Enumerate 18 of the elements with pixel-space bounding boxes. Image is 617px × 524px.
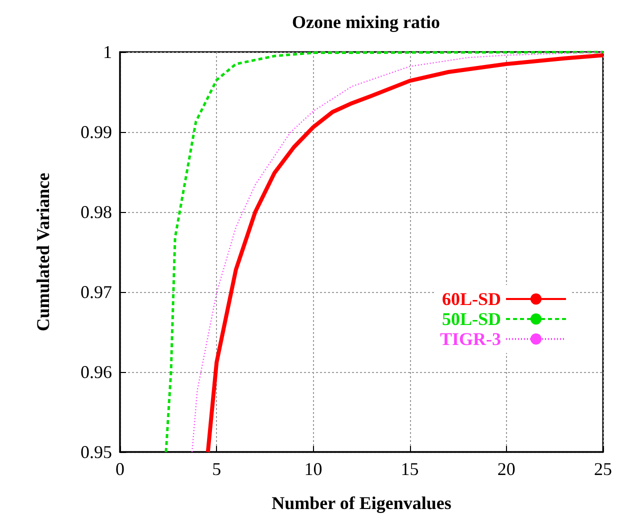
x-tick-label: 0: [116, 459, 124, 479]
x-tick-label: 25: [594, 459, 612, 479]
x-axis-title: Number of Eigenvalues: [272, 493, 452, 513]
y-tick-label: 0.97: [80, 282, 112, 302]
legend-label: TIGR-3: [440, 329, 501, 349]
x-tick-label: 5: [212, 459, 222, 479]
y-tick-label: 0.99: [80, 122, 112, 142]
y-tick-label: 0.96: [80, 362, 112, 382]
legend-label: 50L-SD: [442, 309, 501, 329]
x-tick-label: 20: [497, 459, 516, 479]
y-tick-label: 1: [103, 42, 112, 62]
y-tick-label: 0.95: [80, 442, 112, 462]
x-tick-label: 15: [400, 459, 419, 479]
x-tick-label: 10: [304, 459, 322, 479]
y-tick-label: 0.98: [80, 202, 112, 222]
legend-label: 60L-SD: [442, 289, 501, 309]
y-axis-title: Cumulated Variance: [33, 172, 53, 332]
chart-title: Ozone mixing ratio: [292, 12, 440, 32]
